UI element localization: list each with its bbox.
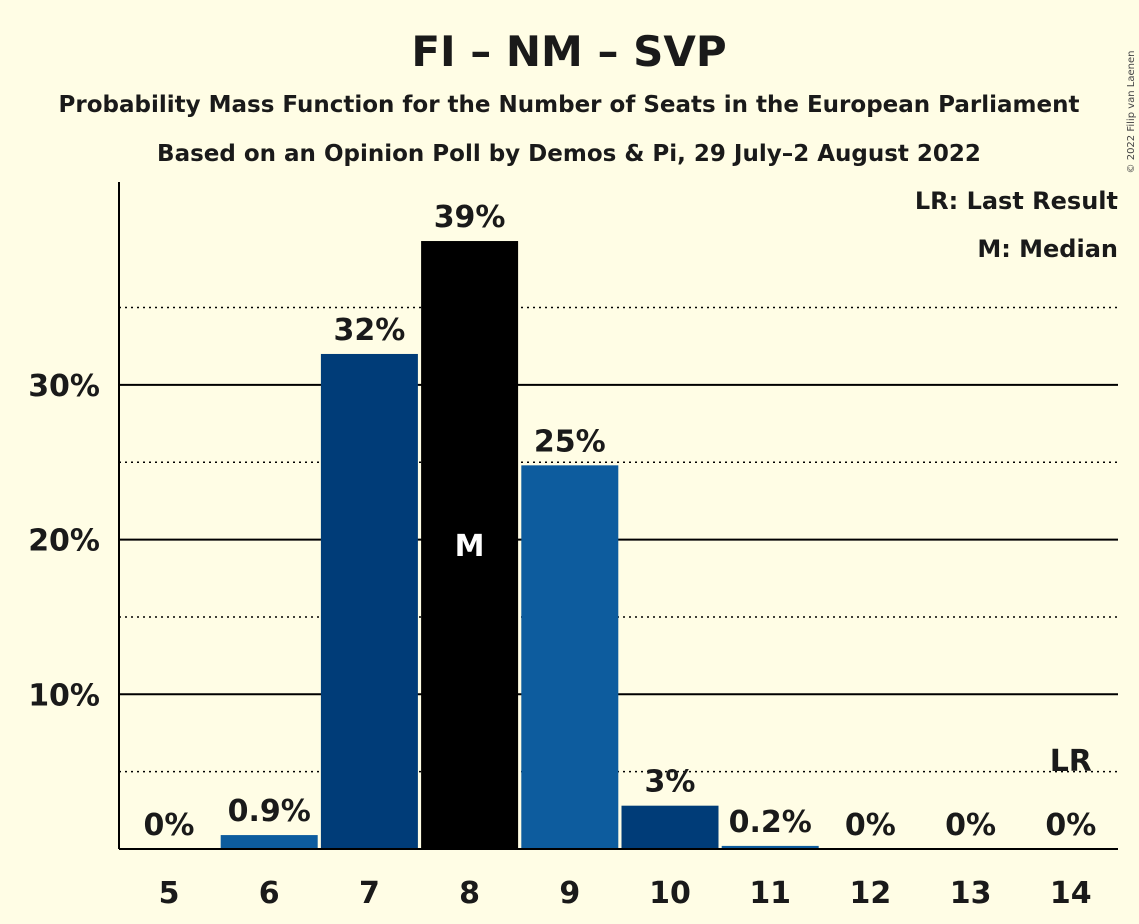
value-label: 0.9% xyxy=(228,794,311,829)
copyright-text: © 2022 Filip van Laenen xyxy=(1126,51,1137,174)
legend-last-result: LR: Last Result xyxy=(915,187,1118,215)
x-tick-label: 8 xyxy=(459,876,480,911)
bar-seats-8 xyxy=(421,241,519,850)
value-label: 3% xyxy=(645,765,696,800)
chart-subtitle: Probability Mass Function for the Number… xyxy=(59,92,1080,118)
value-label: 0% xyxy=(1045,808,1096,843)
x-tick-label: 12 xyxy=(850,876,892,911)
chart-title: FI – NM – SVP xyxy=(411,27,726,76)
legend-median: M: Median xyxy=(977,235,1118,263)
y-tick-label: 30% xyxy=(28,369,100,404)
value-label: 39% xyxy=(434,200,506,235)
value-label: 0% xyxy=(945,808,996,843)
x-tick-label: 13 xyxy=(950,876,992,911)
last-result-marker: LR xyxy=(1050,744,1092,779)
bar-seats-6 xyxy=(220,835,318,849)
grid-lines xyxy=(119,306,1118,773)
x-tick-label: 5 xyxy=(159,876,180,911)
x-tick-label: 11 xyxy=(749,876,791,911)
x-tick-label: 6 xyxy=(259,876,280,911)
x-tick-label: 7 xyxy=(359,876,380,911)
value-label: 0.2% xyxy=(729,805,812,840)
bars xyxy=(220,241,819,850)
bar-seats-11 xyxy=(721,845,819,849)
y-tick-label: 20% xyxy=(28,524,100,559)
x-axis-ticks: 5 6 7 8 9 10 11 12 13 14 xyxy=(159,876,1092,911)
value-label: 0% xyxy=(144,808,195,843)
x-tick-label: 10 xyxy=(649,876,691,911)
x-tick-label: 14 xyxy=(1050,876,1092,911)
bar-seats-7 xyxy=(320,353,418,849)
value-label: 0% xyxy=(845,808,896,843)
value-label: 25% xyxy=(534,424,606,459)
value-label: 32% xyxy=(333,313,405,348)
median-marker: M xyxy=(455,529,485,564)
bar-seats-9 xyxy=(521,465,619,849)
y-tick-label: 10% xyxy=(28,678,100,713)
x-tick-label: 9 xyxy=(559,876,580,911)
value-labels: 0% 0.9% 32% 39% M 25% 3% 0.2% 0% 0% 0% LR xyxy=(144,200,1097,843)
y-axis-ticks: 10% 20% 30% xyxy=(28,369,100,713)
chart-subtitle-poll: Based on an Opinion Poll by Demos & Pi, … xyxy=(157,141,981,167)
bar-seats-10 xyxy=(621,805,719,849)
